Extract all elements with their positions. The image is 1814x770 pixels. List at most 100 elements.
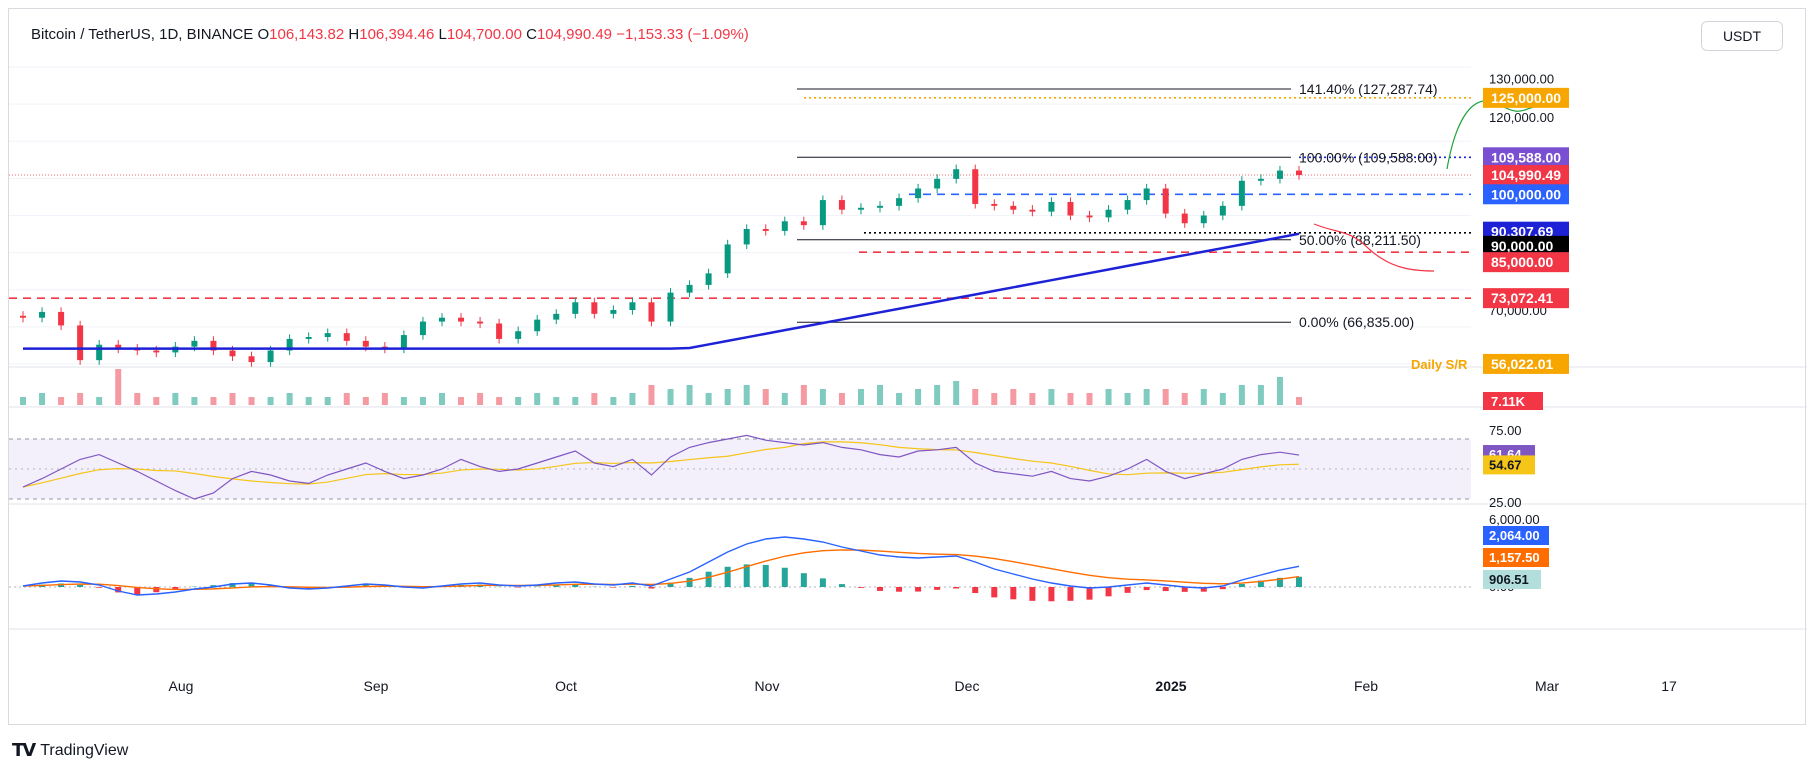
macd-histogram-bar (572, 584, 579, 587)
volume-bar (857, 389, 864, 405)
volume-bar (77, 393, 84, 405)
macd-histogram-bar (172, 587, 179, 590)
macd-histogram-bar (515, 587, 522, 588)
volume-bar (267, 397, 274, 405)
macd-histogram-bar (1200, 587, 1207, 592)
macd-histogram-bar (1029, 587, 1036, 601)
candle-body (210, 340, 217, 351)
candle-body (686, 284, 693, 293)
volume-bar (934, 385, 941, 405)
macd-histogram-bar (134, 587, 141, 595)
x-axis-tick: 2025 (1155, 678, 1186, 694)
macd-histogram-bar (210, 585, 217, 587)
volume-bar (686, 385, 693, 405)
tradingview-brand[interactable]: TV TradingView (12, 740, 128, 761)
price-label-box (1483, 353, 1569, 374)
price-label: 104,990.49 (1491, 167, 1561, 183)
signal-value: 1,157.50 (1489, 550, 1540, 565)
volume-bar (838, 393, 845, 405)
currency-button[interactable]: USDT (1701, 21, 1783, 51)
volume-bar (648, 385, 655, 405)
candle-body (1181, 213, 1188, 224)
volume-bar (1257, 385, 1264, 405)
macd-histogram-bar (362, 584, 369, 587)
candle-body (1105, 209, 1112, 218)
candle-body (781, 221, 788, 231)
candle-body (953, 169, 960, 179)
macd-histogram-bar (686, 577, 693, 587)
macd-histogram-bar (915, 587, 922, 592)
candle-body (1124, 200, 1131, 210)
macd-histogram-bar (991, 587, 998, 598)
candle-body (1257, 178, 1264, 181)
candle-body (762, 229, 769, 231)
macd-histogram-bar (724, 566, 731, 587)
candle-body (991, 203, 998, 206)
price-axis-tick: 120,000.00 (1489, 110, 1554, 125)
candle-body (477, 321, 484, 324)
candle-body (838, 200, 845, 210)
macd-histogram-bar (229, 583, 236, 587)
macd-histogram-bar (743, 564, 750, 587)
volume-bar (915, 389, 922, 405)
volume-bar (400, 397, 407, 405)
candle-body (648, 302, 655, 322)
volume-bar (819, 389, 826, 405)
volume-bar (610, 397, 617, 405)
volume-bar (1010, 389, 1017, 405)
macd-histogram-bar (115, 587, 122, 593)
candle-body (115, 344, 122, 349)
candle-body (343, 333, 350, 341)
rsi-line (22, 434, 1300, 500)
macd-histogram-bar (1219, 587, 1226, 590)
volume-label-box (1483, 392, 1543, 410)
candle-body (667, 292, 674, 322)
x-axis-tick: Oct (555, 678, 577, 694)
macd-histogram-bar (857, 587, 864, 588)
price-label-box (1483, 252, 1569, 273)
volume-bar (1029, 393, 1036, 405)
price-axis-tick: 130,000.00 (1489, 72, 1554, 87)
low-value: 104,700.00 (446, 26, 522, 43)
fib-label: 50.00% (88,211.50) (1299, 232, 1421, 248)
volume-bar (781, 393, 788, 405)
volume-bar (1181, 393, 1188, 405)
candle-body (1238, 180, 1245, 206)
volume-bar (343, 393, 350, 405)
candle-body (153, 350, 160, 353)
candle-body (305, 337, 312, 339)
volume-bar (362, 397, 369, 405)
volume-bar (96, 397, 103, 405)
macd-value-box (1483, 526, 1549, 545)
volume-bar (1067, 393, 1074, 405)
volume-bar (1162, 389, 1169, 405)
candle-body (1029, 209, 1036, 212)
candle-body (496, 323, 503, 339)
macd-histogram-bar (1067, 587, 1074, 601)
candle-body (1219, 205, 1226, 216)
price-label-box (1483, 87, 1569, 108)
volume-bar (324, 397, 331, 405)
chart-canvas[interactable]: 141.40% (127,287.74) 100.00% (109,588.00)… (9, 9, 1807, 726)
candle-body (972, 169, 979, 204)
candle-body (458, 317, 465, 322)
high-label: H (348, 26, 360, 43)
x-axis-tick: Dec (955, 678, 980, 694)
signal-line (22, 549, 1300, 591)
candle-body (515, 331, 522, 339)
macd-histogram-bar (1276, 577, 1283, 587)
candle-body (20, 315, 26, 318)
candle-body (800, 221, 807, 226)
volume-bar (705, 393, 712, 405)
volume-bar (20, 397, 26, 405)
volume-bar (496, 397, 503, 405)
volume-bar (248, 397, 255, 405)
volume-bar (477, 393, 484, 405)
macd-histogram-bar (1086, 587, 1093, 600)
symbol-title[interactable]: Bitcoin / TetherUS, 1D, BINANCE (31, 26, 254, 43)
macd-histogram-bar (819, 578, 826, 587)
volume-bar (1086, 393, 1093, 405)
volume-bar (115, 369, 122, 405)
macd-histogram-bar (934, 587, 941, 590)
macd-axis-tick: 6,000.00 (1489, 512, 1540, 527)
